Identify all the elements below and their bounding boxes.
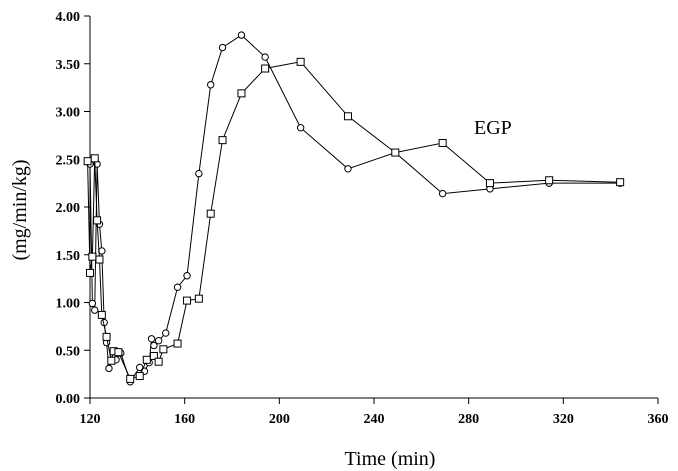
data-point-square [135,372,144,381]
data-point-circle [136,363,144,372]
x-axis-ticks: 120 160 200 240 280 320 360 [80,398,669,427]
data-point-square [97,310,106,319]
series-line-circle [89,34,621,383]
x-axis-title: Time (min) [345,448,436,470]
y-tick-label: 0.00 [56,392,81,407]
data-point-square [126,374,135,383]
data-point-square [86,268,94,277]
data-point-circle [183,272,191,280]
x-tick-label: 120 [80,412,101,427]
data-point-circle [105,364,113,373]
y-tick-label: 0.50 [56,344,81,359]
data-point-square [83,157,92,166]
data-point-square [261,64,270,73]
data-point-circle [91,306,99,314]
y-tick-label: 3.50 [56,58,81,73]
x-tick-label: 240 [364,412,385,427]
data-point-circle [261,53,269,61]
data-point-square [93,216,102,225]
data-point-square [142,355,151,364]
data-point-square [88,252,97,261]
data-point-square [438,139,447,148]
data-point-circle [344,165,352,173]
data-point-square [485,179,494,188]
data-point-square [114,348,123,357]
data-point-square [159,345,168,354]
data-point-square [391,148,400,157]
y-tick-label: 2.00 [56,201,81,216]
x-tick-label: 200 [269,412,290,427]
x-tick-label: 360 [648,412,669,427]
y-tick-label: 3.00 [56,106,81,121]
data-point-square [183,296,192,305]
data-point-square [90,154,99,163]
x-tick-label: 280 [458,412,479,427]
y-tick-label: 4.00 [56,10,81,25]
series-layer [83,31,625,386]
data-point-square [194,294,203,303]
y-tick-label: 2.50 [56,153,81,168]
data-point-circle [154,337,163,345]
data-point-square [237,89,246,98]
data-point-circle [218,43,227,52]
data-point-square [343,112,352,121]
data-point-circle [150,341,158,350]
data-point-circle [173,283,182,291]
data-point-square [616,178,625,187]
y-tick-label: 1.00 [56,297,81,312]
data-point-circle [207,81,215,89]
y-axis-ticks: 0.00 0.50 1.00 1.50 2.00 2.50 3.00 3.50 4.00 [56,10,90,407]
data-point-square [218,136,227,145]
data-point-square [296,57,305,66]
data-point-circle [438,189,447,198]
data-point-circle [296,124,305,132]
data-point-circle [147,335,156,343]
data-point-square [149,351,158,360]
series-circle [86,31,624,386]
data-point-square [102,332,111,341]
data-point-square [154,357,163,366]
y-tick-label: 1.50 [56,249,81,264]
data-point-square [206,209,215,218]
x-tick-label: 160 [174,412,195,427]
data-point-square [107,356,116,365]
data-point-square [95,255,104,264]
y-axis-title: (mg/min/kg) [9,159,31,260]
data-point-circle [88,299,97,308]
x-tick-label: 320 [553,412,574,427]
data-point-circle [162,329,170,337]
data-point-circle [237,31,246,39]
data-point-square [545,176,554,185]
egp-annotation: EGP [474,117,512,139]
series-square [83,57,625,383]
data-point-circle [195,169,203,178]
data-point-square [173,339,182,348]
